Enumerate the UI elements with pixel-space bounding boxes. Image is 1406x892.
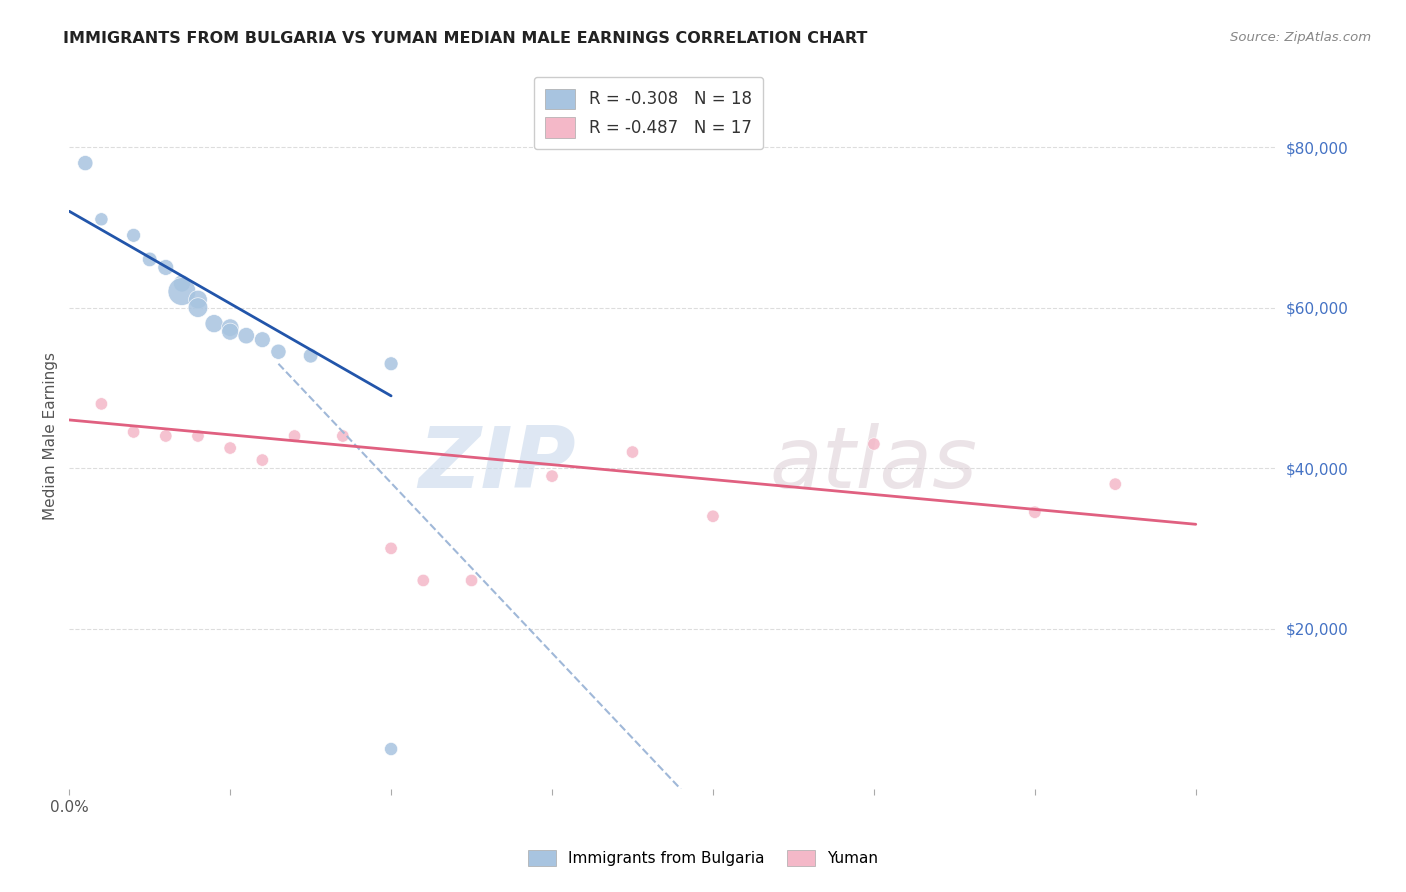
Point xyxy=(90,397,112,411)
Point xyxy=(219,325,242,339)
Point xyxy=(1104,477,1126,491)
Point xyxy=(187,429,209,443)
Text: IMMIGRANTS FROM BULGARIA VS YUMAN MEDIAN MALE EARNINGS CORRELATION CHART: IMMIGRANTS FROM BULGARIA VS YUMAN MEDIAN… xyxy=(63,31,868,46)
Point xyxy=(235,328,257,343)
Point xyxy=(299,349,322,363)
Point xyxy=(138,252,160,267)
Point xyxy=(541,469,564,483)
Point xyxy=(252,453,274,467)
Point xyxy=(122,228,145,243)
Y-axis label: Median Male Earnings: Median Male Earnings xyxy=(44,352,58,520)
Point xyxy=(863,437,886,451)
Point xyxy=(75,156,97,170)
Point xyxy=(202,317,225,331)
Point xyxy=(380,357,402,371)
Point xyxy=(155,260,177,275)
Point xyxy=(90,212,112,227)
Text: Source: ZipAtlas.com: Source: ZipAtlas.com xyxy=(1230,31,1371,45)
Point xyxy=(702,509,724,524)
Point xyxy=(187,301,209,315)
Point xyxy=(283,429,305,443)
Point xyxy=(380,541,402,556)
Legend: R = -0.308   N = 18, R = -0.487   N = 17: R = -0.308 N = 18, R = -0.487 N = 17 xyxy=(534,77,763,149)
Point xyxy=(170,277,193,291)
Point xyxy=(187,293,209,307)
Point xyxy=(380,742,402,756)
Point xyxy=(155,429,177,443)
Point xyxy=(219,441,242,455)
Point xyxy=(219,320,242,334)
Point xyxy=(460,574,482,588)
Point xyxy=(267,344,290,359)
Point xyxy=(332,429,354,443)
Point xyxy=(122,425,145,439)
Point xyxy=(252,333,274,347)
Text: ZIP: ZIP xyxy=(419,423,576,506)
Point xyxy=(170,285,193,299)
Point xyxy=(1024,505,1046,519)
Point xyxy=(621,445,644,459)
Text: atlas: atlas xyxy=(769,423,977,506)
Legend: Immigrants from Bulgaria, Yuman: Immigrants from Bulgaria, Yuman xyxy=(520,842,886,873)
Point xyxy=(412,574,434,588)
